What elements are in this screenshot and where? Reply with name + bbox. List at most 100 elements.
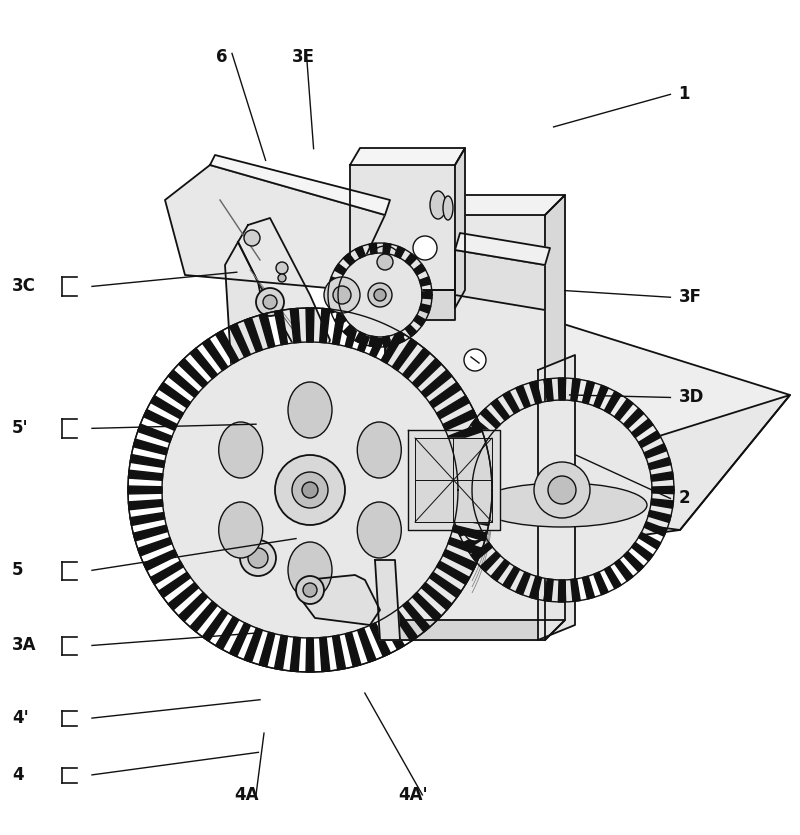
Polygon shape (453, 510, 476, 523)
Polygon shape (458, 486, 492, 494)
Polygon shape (394, 331, 405, 344)
Polygon shape (638, 533, 661, 549)
Text: 3D: 3D (678, 388, 704, 407)
Polygon shape (491, 399, 510, 421)
Ellipse shape (218, 502, 262, 558)
Polygon shape (143, 549, 178, 570)
Polygon shape (631, 543, 653, 561)
Polygon shape (530, 381, 542, 404)
Polygon shape (491, 559, 510, 581)
Polygon shape (472, 400, 652, 580)
Polygon shape (259, 632, 275, 667)
Ellipse shape (288, 542, 332, 598)
Polygon shape (571, 378, 580, 401)
Circle shape (464, 349, 486, 371)
Polygon shape (178, 358, 208, 387)
Text: 4': 4' (12, 709, 29, 727)
Polygon shape (405, 325, 417, 337)
Polygon shape (178, 592, 208, 621)
Polygon shape (650, 472, 674, 481)
Polygon shape (355, 331, 366, 344)
Text: 1: 1 (678, 85, 690, 104)
Polygon shape (394, 246, 405, 258)
Polygon shape (471, 543, 493, 561)
Circle shape (324, 277, 360, 313)
Polygon shape (648, 458, 671, 469)
Polygon shape (450, 486, 472, 493)
Polygon shape (480, 408, 501, 428)
Polygon shape (516, 385, 530, 408)
Circle shape (276, 262, 288, 274)
Polygon shape (134, 439, 168, 455)
Polygon shape (162, 342, 458, 638)
Polygon shape (503, 566, 519, 589)
Polygon shape (448, 538, 482, 556)
Polygon shape (343, 325, 355, 337)
Polygon shape (419, 277, 431, 286)
Polygon shape (165, 165, 385, 290)
Polygon shape (480, 552, 501, 572)
Polygon shape (244, 317, 262, 352)
Polygon shape (437, 561, 470, 584)
Polygon shape (530, 576, 542, 599)
Polygon shape (334, 264, 346, 275)
Polygon shape (614, 399, 633, 421)
Polygon shape (442, 549, 477, 570)
Polygon shape (225, 242, 320, 570)
Polygon shape (544, 378, 553, 401)
Polygon shape (381, 331, 405, 363)
Polygon shape (350, 148, 465, 165)
Ellipse shape (430, 191, 446, 219)
Text: 6: 6 (216, 48, 227, 66)
Polygon shape (442, 409, 477, 430)
Polygon shape (343, 253, 355, 266)
Polygon shape (582, 381, 594, 404)
Text: 5: 5 (12, 561, 23, 579)
Polygon shape (544, 579, 553, 601)
Polygon shape (412, 592, 442, 621)
Polygon shape (143, 409, 178, 430)
Polygon shape (306, 638, 314, 672)
Polygon shape (453, 458, 476, 469)
Polygon shape (419, 304, 431, 313)
Polygon shape (358, 628, 376, 662)
Polygon shape (338, 253, 422, 337)
Polygon shape (158, 382, 190, 407)
Text: 3C: 3C (12, 277, 36, 296)
Ellipse shape (477, 483, 647, 527)
Text: 3F: 3F (678, 288, 702, 306)
Polygon shape (558, 378, 566, 400)
Polygon shape (631, 419, 653, 438)
Polygon shape (150, 396, 183, 419)
Polygon shape (334, 315, 346, 326)
Text: 3A: 3A (12, 636, 37, 655)
Text: 3E: 3E (292, 48, 315, 66)
Polygon shape (422, 583, 452, 610)
Polygon shape (594, 385, 608, 408)
Ellipse shape (288, 382, 332, 438)
Polygon shape (648, 510, 671, 523)
Polygon shape (230, 623, 250, 656)
Polygon shape (385, 195, 565, 215)
Text: 4: 4 (12, 766, 24, 784)
Polygon shape (415, 438, 492, 522)
Polygon shape (333, 310, 346, 345)
Polygon shape (457, 499, 492, 510)
Polygon shape (383, 243, 391, 254)
Polygon shape (230, 323, 250, 357)
Circle shape (374, 289, 386, 301)
Polygon shape (345, 313, 361, 348)
Polygon shape (300, 575, 380, 625)
Polygon shape (650, 498, 674, 509)
Polygon shape (128, 470, 163, 480)
Polygon shape (259, 313, 275, 348)
Polygon shape (392, 610, 418, 641)
Polygon shape (594, 572, 608, 595)
Polygon shape (455, 513, 490, 525)
Circle shape (413, 236, 437, 260)
Polygon shape (452, 439, 486, 455)
Polygon shape (190, 348, 218, 379)
Polygon shape (516, 572, 530, 595)
Polygon shape (457, 443, 480, 458)
Polygon shape (450, 498, 474, 509)
